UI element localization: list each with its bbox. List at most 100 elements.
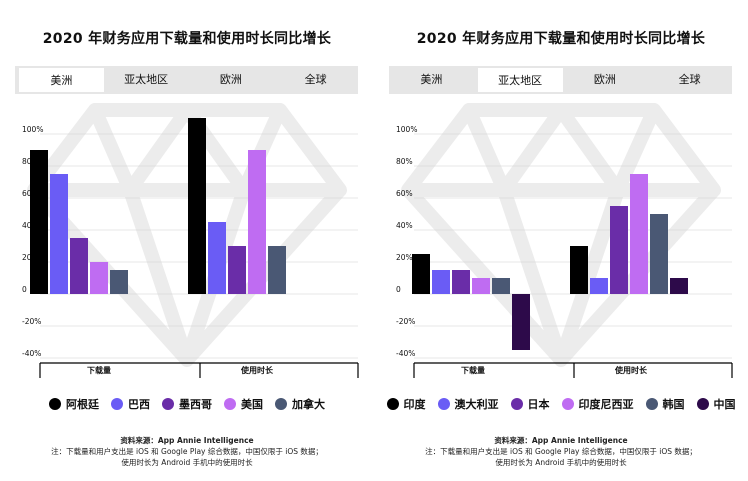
region-tabs: 美洲 亚太地区 欧洲 全球	[389, 66, 732, 92]
tab-europe[interactable]: 欧洲	[219, 73, 242, 86]
legend: 印度 澳大利亚 日本 印度尼西亚 韩国 中国	[374, 396, 748, 412]
tab-underline	[389, 92, 732, 94]
y-tick-label: 20%	[396, 253, 413, 262]
bar-美国	[248, 150, 266, 294]
legend-item: 阿根廷	[49, 396, 99, 412]
legend-swatch	[386, 398, 399, 410]
y-tick-label: 0	[22, 285, 27, 294]
chart-footer: 资料来源：App Annie Intelligence 注：下载量和用户支出是 …	[0, 435, 374, 468]
y-tick-label: -40%	[396, 349, 415, 358]
bar-日本	[452, 270, 470, 294]
legend-swatch	[561, 398, 574, 410]
bar-中国	[670, 278, 688, 294]
bar-加拿大	[110, 270, 128, 294]
bar-加拿大	[268, 246, 286, 294]
legend-label: 印度尼西亚	[578, 398, 634, 411]
legend-label: 加拿大	[292, 398, 325, 411]
bar-澳大利亚	[432, 270, 450, 294]
legend-item: 澳大利亚	[437, 396, 499, 412]
bar-巴西	[50, 174, 68, 294]
bar-巴西	[208, 222, 226, 294]
footnote: 注：下载量和用户支出是 iOS 和 Google Play 综合数据，中国仅限于…	[425, 447, 697, 456]
y-tick-label: -40%	[22, 349, 41, 358]
bar-美国	[90, 262, 108, 294]
panel-americas: 2020 年财务应用下载量和使用时长同比增长 美洲 亚太地区 欧洲 全球 100…	[0, 31, 374, 468]
legend-item: 巴西	[111, 396, 150, 412]
legend-label: 阿根廷	[66, 398, 99, 411]
legend-label: 日本	[527, 398, 550, 411]
legend-item: 日本	[510, 396, 550, 412]
legend-item: 印度尼西亚	[561, 396, 634, 412]
y-tick-label: 60%	[396, 189, 413, 198]
category-label: 下载量	[87, 365, 111, 375]
bar-阿根廷	[30, 150, 48, 294]
bar-中国	[512, 294, 530, 350]
chart-footer: 资料来源：App Annie Intelligence 注：下载量和用户支出是 …	[374, 435, 748, 468]
bar-日本	[610, 206, 628, 294]
watermark-diamond	[401, 103, 721, 367]
bar-墨西哥	[228, 246, 246, 294]
bar-韩国	[492, 278, 510, 294]
chart-title: 2020 年财务应用下载量和使用时长同比增长	[42, 31, 332, 47]
y-tick-label: -20%	[22, 317, 41, 326]
bar-chart: 100% 80% 60% 40% 20% 0 -20% -40% 下载量 使用时长	[396, 103, 733, 378]
bar-印度	[570, 246, 588, 294]
category-label: 使用时长	[614, 365, 648, 375]
bar-印度	[412, 254, 430, 294]
footnote: 使用时长为 Android 手机中的使用时长	[495, 458, 627, 467]
legend-swatch	[162, 398, 174, 410]
footnote: 注：下载量和用户支出是 iOS 和 Google Play 综合数据，中国仅限于…	[51, 447, 323, 456]
legend-swatch	[275, 398, 287, 410]
legend-item: 加拿大	[275, 396, 325, 412]
legend-item: 墨西哥	[162, 396, 212, 412]
bar-阿根廷	[188, 118, 206, 294]
footnote: 使用时长为 Android 手机中的使用时长	[121, 458, 253, 467]
legend-swatch	[437, 398, 450, 410]
legend-item: 韩国	[645, 396, 685, 412]
legend-label: 巴西	[128, 398, 150, 411]
bar-印度尼西亚	[472, 278, 490, 294]
y-tick-label: 40%	[396, 221, 413, 230]
legend-item: 中国	[696, 396, 736, 412]
source-note: 资料来源：App Annie Intelligence	[120, 436, 254, 445]
watermark-diamond	[27, 103, 347, 367]
tab-underline	[15, 92, 358, 94]
tab-europe[interactable]: 欧洲	[593, 73, 616, 86]
bar-印度尼西亚	[630, 174, 648, 294]
y-tick-label: 80%	[396, 157, 413, 166]
source-note: 资料来源：App Annie Intelligence	[494, 436, 628, 445]
legend-swatch	[645, 398, 658, 410]
legend-swatch	[111, 398, 123, 410]
y-tick-label: 100%	[22, 125, 43, 134]
legend-swatch	[510, 398, 523, 410]
tab-global[interactable]: 全球	[678, 73, 701, 86]
tab-asia-pacific[interactable]: 亚太地区	[477, 68, 563, 92]
panel-asia-pacific: 2020 年财务应用下载量和使用时长同比增长 美洲 亚太地区 欧洲 全球 100…	[374, 0, 748, 481]
legend-swatch	[49, 398, 61, 410]
bar-韩国	[650, 214, 668, 294]
chart-title: 2020 年财务应用下载量和使用时长同比增长	[416, 31, 706, 47]
legend-label: 澳大利亚	[454, 398, 499, 411]
tab-americas[interactable]: 美洲	[19, 68, 104, 92]
y-tick-label: -20%	[396, 317, 415, 326]
bar-墨西哥	[70, 238, 88, 294]
legend-item: 印度	[386, 396, 426, 412]
category-label: 下载量	[461, 365, 485, 375]
bar-澳大利亚	[590, 278, 608, 294]
legend-label: 中国	[713, 398, 736, 411]
legend-swatch	[696, 398, 709, 410]
category-label: 使用时长	[240, 365, 274, 375]
legend-label: 韩国	[662, 398, 685, 411]
legend-swatch	[224, 398, 236, 410]
tab-global[interactable]: 全球	[304, 73, 327, 86]
legend-item: 美国	[224, 396, 263, 412]
y-tick-label: 100%	[396, 125, 417, 134]
tab-asia-pacific[interactable]: 亚太地区	[124, 73, 169, 86]
legend-label: 墨西哥	[179, 398, 212, 411]
tab-americas[interactable]: 美洲	[420, 73, 443, 86]
y-tick-label: 0	[396, 285, 401, 294]
legend-label: 美国	[241, 398, 263, 411]
legend: 阿根廷 巴西 墨西哥 美国 加拿大	[0, 396, 374, 412]
